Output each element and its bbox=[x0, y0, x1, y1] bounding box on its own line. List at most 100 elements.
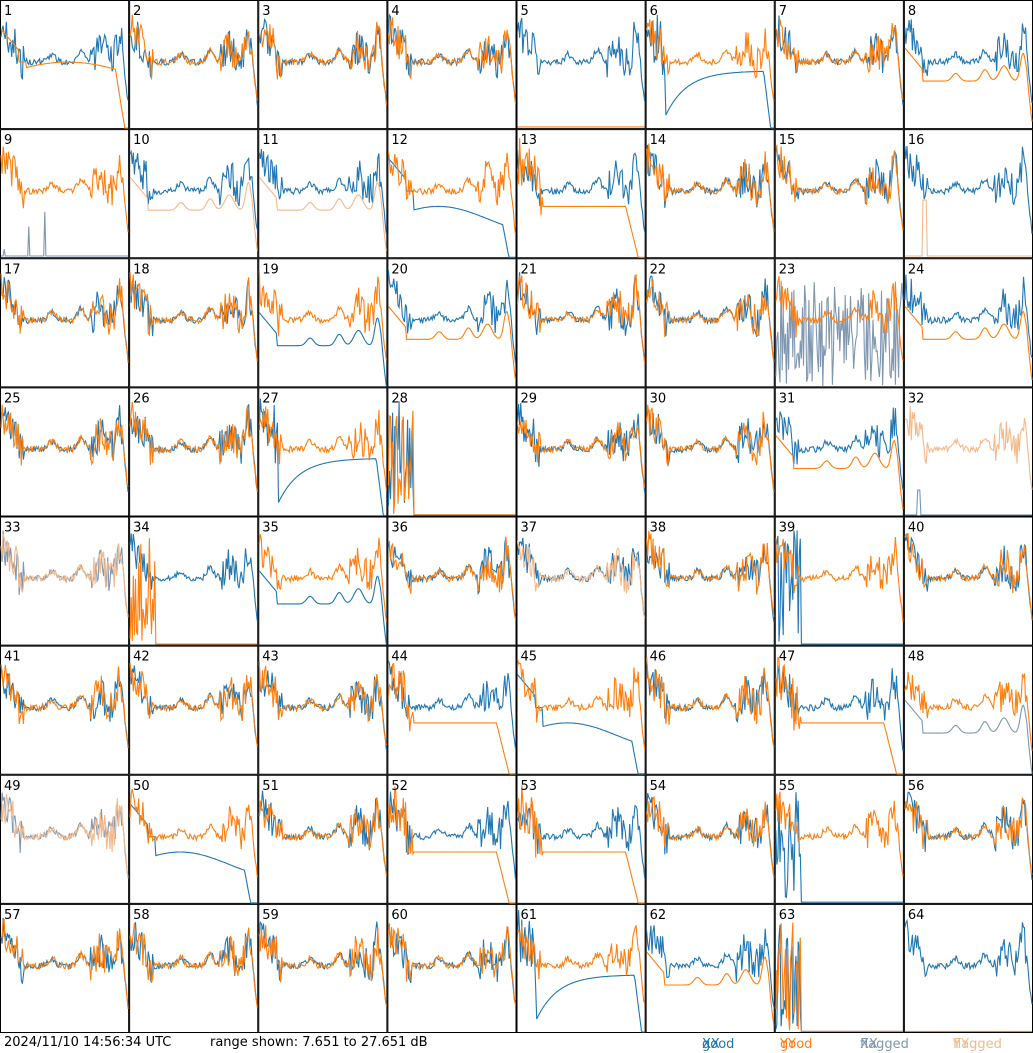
panel-8: 8 bbox=[903, 0, 1033, 130]
panel-16: 16 bbox=[903, 129, 1033, 259]
panel-label: 26 bbox=[133, 391, 150, 406]
panel-25: 25 bbox=[0, 387, 130, 517]
series-yy-panel-20 bbox=[387, 305, 517, 380]
panel-label: 41 bbox=[4, 650, 21, 665]
series-yy-panel-41 bbox=[0, 664, 129, 749]
series-yy-panel-2 bbox=[129, 14, 258, 101]
panel-label: 8 bbox=[908, 4, 916, 19]
series-yy-panel-21 bbox=[516, 273, 646, 364]
panel-27: 27 bbox=[258, 387, 388, 517]
series-yy-panel-50 bbox=[129, 789, 258, 878]
series-xx-panel-42 bbox=[129, 663, 258, 746]
panel-54: 54 bbox=[645, 774, 775, 904]
series-yy-panel-25 bbox=[0, 404, 129, 488]
series-xx-panel-13 bbox=[516, 149, 646, 232]
series-yy-panel-35 bbox=[258, 534, 387, 622]
panel-label: 7 bbox=[779, 4, 787, 19]
series-yy-panel-12 bbox=[387, 151, 517, 235]
panel-28: 28 bbox=[387, 387, 517, 517]
panel-label: 64 bbox=[908, 908, 925, 923]
panel-17: 17 bbox=[0, 258, 130, 388]
panel-50: 50 bbox=[129, 774, 259, 904]
panel-frame bbox=[903, 0, 1033, 130]
series-xx-panel-22 bbox=[646, 275, 775, 361]
series-xx-panel-19 bbox=[258, 312, 387, 387]
panel-label: 10 bbox=[133, 133, 150, 148]
series-yy-panel-26 bbox=[129, 401, 258, 492]
series-yy-panel-52 bbox=[387, 786, 516, 904]
panel-48: 48 bbox=[903, 645, 1033, 775]
panel-24: 24 bbox=[903, 258, 1033, 388]
panel-2: 2 bbox=[129, 0, 259, 130]
panel-53: 53 bbox=[516, 774, 646, 904]
series-yy-panel-44 bbox=[387, 662, 516, 775]
panel-label: 52 bbox=[391, 779, 408, 794]
panel-label: 32 bbox=[908, 391, 925, 406]
panel-label: 22 bbox=[650, 262, 667, 277]
panel-label: 11 bbox=[262, 133, 279, 148]
panel-22: 22 bbox=[645, 258, 775, 388]
series-yy-panel-7 bbox=[775, 19, 904, 100]
panel-label: 13 bbox=[521, 133, 538, 148]
series-xx-panel-17 bbox=[0, 273, 129, 362]
panel-45: 45 bbox=[516, 645, 646, 775]
panel-label: 20 bbox=[391, 262, 408, 277]
panel-18: 18 bbox=[129, 258, 259, 388]
panel-label: 53 bbox=[521, 779, 538, 794]
series-yy-panel-34 bbox=[129, 538, 258, 645]
panel-label: 27 bbox=[262, 391, 279, 406]
panel-label: 61 bbox=[521, 908, 538, 923]
series-yy-panel-62 bbox=[646, 951, 775, 1026]
series-xx-panel-31 bbox=[775, 407, 904, 490]
panel-label: 31 bbox=[779, 391, 796, 406]
panel-13: 13 bbox=[516, 129, 646, 259]
panel-label: 9 bbox=[4, 133, 12, 148]
series-yy-panel-58 bbox=[129, 922, 258, 1008]
panel-label: 57 bbox=[4, 908, 21, 923]
panel-59: 59 bbox=[258, 903, 388, 1033]
series-xx-panel-32 bbox=[904, 489, 1032, 516]
panel-10: 10 bbox=[129, 129, 259, 259]
panel-30: 30 bbox=[645, 387, 775, 517]
panel-label: 35 bbox=[262, 521, 279, 536]
panel-label: 45 bbox=[521, 650, 538, 665]
series-yy-panel-43 bbox=[258, 661, 387, 746]
panel-label: 15 bbox=[779, 133, 796, 148]
panel-label: 24 bbox=[908, 262, 925, 277]
series-yy-panel-63 bbox=[775, 922, 903, 1032]
series-xx-panel-64 bbox=[904, 918, 1033, 1005]
series-yy-panel-36 bbox=[388, 536, 517, 620]
series-xx-panel-44 bbox=[387, 660, 517, 749]
panel-label: 18 bbox=[133, 262, 150, 277]
series-yy-panel-56 bbox=[904, 796, 1033, 875]
panel-frame bbox=[516, 258, 646, 388]
panel-label: 55 bbox=[779, 779, 796, 794]
panel-51: 51 bbox=[258, 774, 388, 904]
series-yy-panel-16 bbox=[904, 199, 1032, 257]
series-xx-panel-27 bbox=[258, 398, 387, 517]
panel-label: 21 bbox=[521, 262, 538, 277]
series-yy-panel-18 bbox=[129, 272, 258, 362]
series-xx-panel-41 bbox=[0, 664, 129, 747]
panel-label: 62 bbox=[650, 908, 667, 923]
panel-label: 40 bbox=[908, 521, 925, 536]
series-yy-panel-61 bbox=[517, 925, 646, 1004]
series-yy-panel-3 bbox=[258, 21, 387, 106]
series-yy-panel-13 bbox=[516, 138, 645, 258]
series-yy-panel-51 bbox=[258, 797, 387, 876]
panel-47: 47 bbox=[774, 645, 904, 775]
panel-label: 4 bbox=[391, 4, 399, 19]
series-xx-panel-1 bbox=[0, 21, 129, 101]
panel-frame bbox=[516, 0, 646, 130]
series-yy-panel-33 bbox=[0, 533, 129, 618]
panel-frame bbox=[258, 516, 388, 646]
panel-38: 38 bbox=[645, 516, 775, 646]
range-text: range shown: 7.651 to 27.651 dB bbox=[210, 1035, 428, 1050]
panel-29: 29 bbox=[516, 387, 646, 517]
panel-35: 35 bbox=[258, 516, 388, 646]
series-yy-panel-1 bbox=[0, 28, 129, 129]
series-yy-panel-38 bbox=[646, 530, 775, 617]
series-xx-panel-16 bbox=[904, 145, 1033, 234]
series-yy-panel-45 bbox=[516, 658, 646, 749]
